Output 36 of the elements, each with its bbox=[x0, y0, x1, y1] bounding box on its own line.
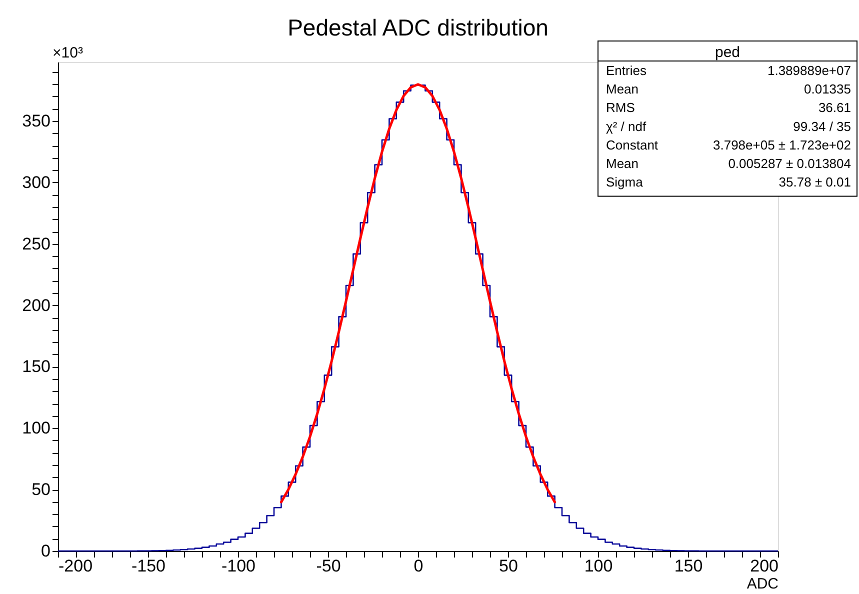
text: 36.61 bbox=[818, 100, 851, 116]
text: 0.01335 bbox=[804, 82, 851, 97]
y-tick-label: 300 bbox=[22, 172, 50, 192]
x-tick-label: 150 bbox=[674, 556, 703, 576]
x-tick-label: -150 bbox=[131, 556, 166, 576]
x-tick-label: 200 bbox=[750, 556, 778, 576]
x-tick-label: 100 bbox=[584, 556, 613, 576]
y-tick-label: 100 bbox=[22, 418, 50, 438]
line-series bbox=[280, 83, 556, 504]
annotation: Constant bbox=[606, 137, 658, 152]
x-tick-label: -100 bbox=[221, 556, 256, 576]
chart-title: Pedestal ADC distribution bbox=[288, 14, 548, 40]
y-tick-label: 250 bbox=[22, 234, 50, 254]
text: 35.78 ± 0.01 bbox=[778, 174, 851, 190]
y-tick-label: 350 bbox=[22, 111, 50, 130]
y-tick-label: 150 bbox=[22, 357, 50, 376]
y-tick-label: 0 bbox=[41, 542, 50, 560]
text: 99.34 / 35 bbox=[793, 118, 851, 134]
annotation: 0.005287 ± 0.013804 bbox=[728, 156, 851, 171]
annotation: Mean bbox=[606, 82, 639, 97]
x-axis-title: ADC bbox=[746, 576, 779, 592]
y-axis-title: ×10³ bbox=[52, 44, 83, 62]
y-tick-label: 200 bbox=[22, 296, 50, 315]
text: ped bbox=[714, 44, 740, 61]
annotation: Mean bbox=[606, 156, 639, 171]
x-tick-label: -200 bbox=[58, 556, 93, 576]
annotation: 3.798e+05 ± 1.723e+02 bbox=[713, 137, 851, 152]
annotation: RMS bbox=[606, 100, 636, 116]
annotation: Sigma bbox=[606, 174, 644, 190]
x-tick-label: 50 bbox=[499, 556, 518, 576]
annotation: 1.389889e+07 bbox=[767, 63, 851, 78]
x-tick-label: -50 bbox=[316, 556, 341, 576]
annotation: Entries bbox=[606, 63, 647, 78]
annotation: χ² / ndf bbox=[606, 118, 646, 134]
x-tick-label: 0 bbox=[414, 556, 424, 576]
y-tick-label: 50 bbox=[32, 480, 50, 500]
